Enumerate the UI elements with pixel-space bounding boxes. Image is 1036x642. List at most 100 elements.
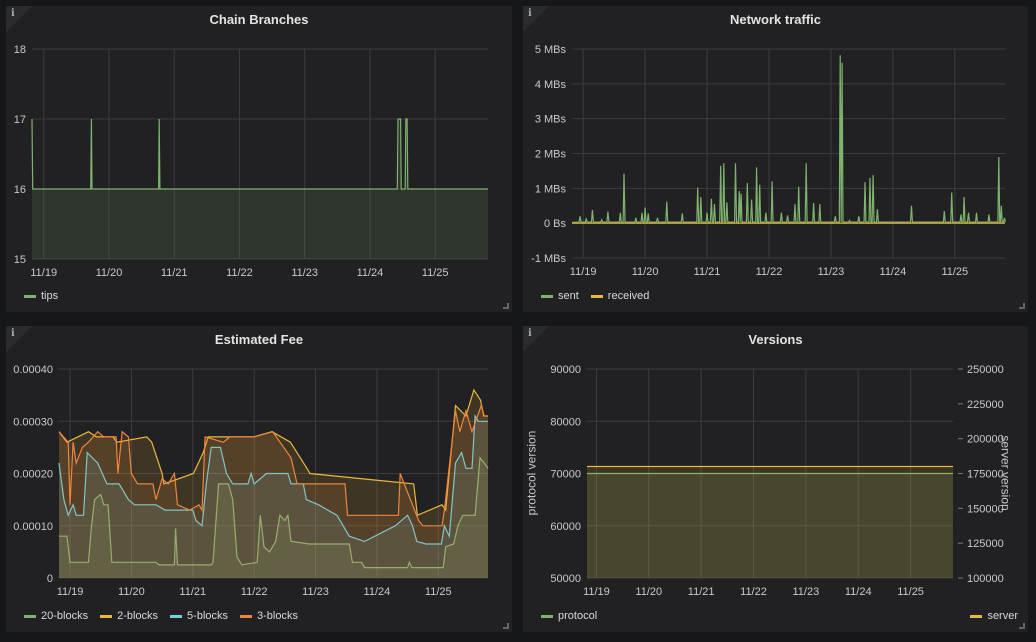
y2-tick-label: 250000 [967,364,1004,376]
legend-label: received [607,290,650,302]
info-icon[interactable]: i [528,8,532,19]
legend-swatch [590,294,603,298]
panel-info-corner[interactable] [6,326,32,352]
series-line-tips [31,118,488,190]
legend-item-tips[interactable]: tips [24,290,58,302]
x-tick-label: 11/24 [880,266,907,278]
y-tick-label: 0.00040 [13,364,53,376]
legend-label: 3-blocks [257,610,298,622]
x-tick-label: 11/21 [179,586,206,598]
x-tick-label: 11/23 [793,586,820,598]
legend-item-3-blocks[interactable]: 3-blocks [240,610,298,622]
resize-handle[interactable] [503,303,509,309]
legend-swatch [100,614,113,618]
series-fill-2-blocks [59,389,488,578]
x-tick-label: 11/25 [422,267,449,279]
resize-handle[interactable] [1019,623,1025,629]
info-icon[interactable]: i [11,8,15,19]
panel-title[interactable]: Network traffic [729,12,822,27]
resize-handle[interactable] [503,623,509,629]
panel-info-corner[interactable] [6,6,32,32]
y-tick-label: 60000 [550,521,581,533]
y2-tick-label: 225000 [967,399,1004,411]
y-tick-label: 0 Bs [544,218,567,230]
panel-versions: i Versions 50000 60000 70000 80000 90000 1000… [523,326,1028,632]
y-tick-label: 18 [14,44,26,56]
y2-tick-label: 150000 [967,503,1004,515]
legend: tips [24,290,58,302]
series-fill-server [587,466,953,578]
y-tick-label: 0.00030 [13,416,53,428]
x-tick-label: 11/24 [845,586,872,598]
y-tick-label: 16 [14,184,26,196]
x-tick-label: 11/25 [897,586,924,598]
legend: 20-blocks 2-blocks 5-blocks 3-blocks [24,610,298,622]
panel-info-corner[interactable] [523,326,549,352]
legend-item-20-blocks[interactable]: 20-blocks [24,610,88,622]
y-tick-label: 1 MBs [535,183,567,195]
x-tick-label: 11/22 [740,586,767,598]
legend-item-sent[interactable]: sent [541,290,579,302]
y-tick-label: 50000 [550,573,581,585]
x-tick-label: 11/20 [635,586,662,598]
legend-label: 2-blocks [117,610,159,622]
series-fill-protocol [587,473,953,578]
panel-title[interactable]: Chain Branches [209,12,309,27]
legend-swatch [170,614,183,618]
series-line-20-blocks [59,456,489,569]
estimated-fee-chart: 0 0.00010 0.00020 0.00030 0.00040 11/19 11/20 1… [13,364,489,598]
y-tick-label: 17 [14,114,26,126]
legend-label: tips [41,290,59,302]
series-line-3-blocks [58,403,488,527]
legend-item-5-blocks[interactable]: 5-blocks [170,610,228,622]
x-tick-label: 11/20 [118,586,145,598]
series-fill-5-blocks [59,416,488,578]
y-tick-label: 70000 [550,469,581,481]
legend-swatch [240,614,253,618]
y-tick-label: -1 MBs [531,253,566,265]
x-tick-label: 11/21 [688,586,715,598]
y-tick-label: 15 [14,254,26,266]
panel-estimated-fee: i Estimated Fee 0 0.00010 0.00020 0.00030 0.… [6,326,512,632]
x-tick-label: 11/25 [425,586,452,598]
x-tick-label: 11/21 [161,267,188,279]
legend-item-2-blocks[interactable]: 2-blocks [100,610,158,622]
x-tick-label: 11/25 [941,266,968,278]
versions-chart: 50000 60000 70000 80000 90000 100000 125000 150… [550,364,1004,598]
info-icon[interactable]: i [528,328,532,339]
legend-label: 5-blocks [187,610,229,622]
legend-item-protocol[interactable]: protocol [541,610,597,622]
y-tick-label: 0.00010 [13,521,53,533]
y-tick-label: 3 MBs [535,114,567,126]
legend-label: server [987,610,1018,622]
y-axis-label-right: server version [998,435,1013,511]
x-tick-label: 11/22 [756,266,783,278]
y-tick-label: 90000 [550,364,581,376]
legend-label: protocol [558,610,598,622]
resize-handle[interactable] [1019,303,1025,309]
panel-chain-branches: i Chain Branches 15 16 17 18 11/19 11/20 11/21… [6,6,512,312]
legend-right: server [970,610,1018,622]
panel-title[interactable]: Versions [748,332,803,347]
legend-swatch [970,614,983,618]
x-tick-label: 11/21 [694,266,721,278]
x-tick-label: 11/23 [302,586,329,598]
x-tick-label: 11/24 [357,267,384,279]
y-tick-label: 2 MBs [535,149,567,161]
series-line-5-blocks [58,413,488,545]
y2-tick-label: 100000 [967,573,1004,585]
x-tick-label: 11/20 [632,266,659,278]
info-icon[interactable]: i [11,328,15,339]
legend-item-received[interactable]: received [590,290,650,302]
legend-item-server[interactable]: server [970,610,1018,622]
panel-info-corner[interactable] [523,6,549,32]
y-axis-label-left: protocol version [524,430,539,516]
x-tick-label: 11/22 [226,267,253,279]
x-tick-label: 11/23 [291,267,318,279]
x-tick-label: 11/19 [570,266,597,278]
panel-network-traffic: i Network traffic -1 MBs 0 Bs 1 MBs 2 MBs 3 … [523,6,1028,312]
chain-branches-chart: 15 16 17 18 11/19 11/20 11/21 11/22 11/23 11/24 11… [14,44,488,279]
network-traffic-chart: -1 MBs 0 Bs 1 MBs 2 MBs 3 MBs 4 MBs 5 MBs 11/19… [531,44,1006,278]
panel-title[interactable]: Estimated Fee [214,332,304,347]
y2-tick-label: 175000 [967,469,1004,481]
